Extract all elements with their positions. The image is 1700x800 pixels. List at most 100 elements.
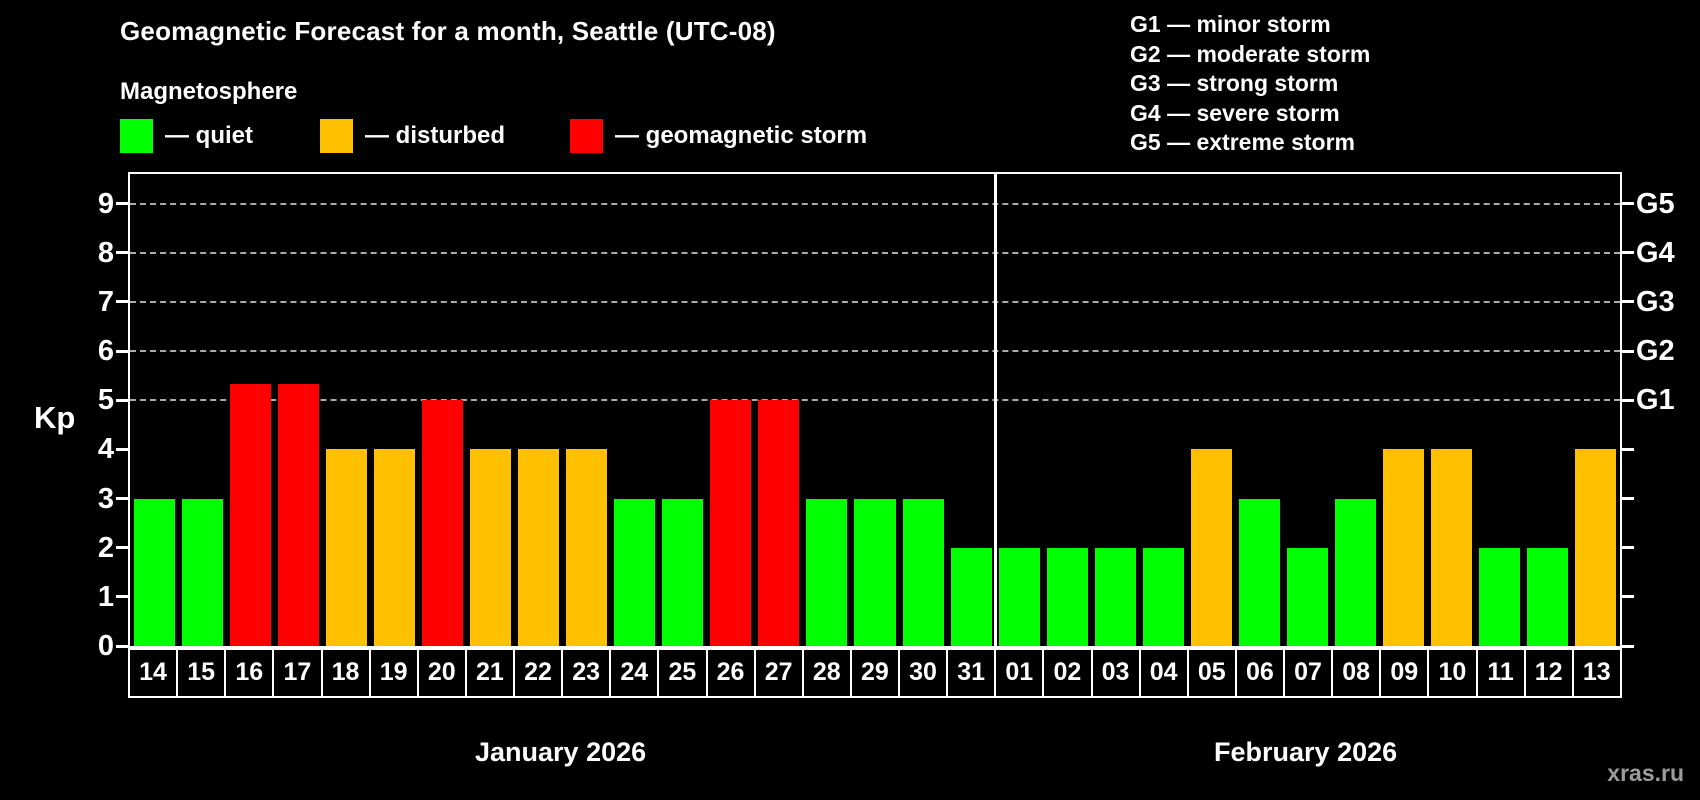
day-label-02: 02: [1044, 650, 1093, 696]
right-axis-tick-9: [1622, 202, 1634, 205]
day-label-08: 08: [1333, 650, 1382, 696]
day-label-11: 11: [1477, 650, 1526, 696]
day-label-13: 13: [1573, 650, 1620, 696]
gridline-kp5: [130, 399, 1620, 402]
day-label-17: 17: [274, 650, 323, 696]
left-axis-tick-0: [116, 644, 128, 648]
y-tick-label-9: 9: [97, 187, 114, 220]
kp-bar-day-26: [710, 400, 752, 646]
kp-bar-day-08: [1335, 498, 1377, 646]
right-axis-tick-3: [1622, 497, 1634, 500]
kp-bar-day-30: [902, 498, 944, 646]
kp-bar-day-05: [1190, 449, 1232, 646]
y-tick-label-8: 8: [97, 236, 114, 269]
right-axis-tick-7: [1622, 300, 1634, 304]
day-label-03: 03: [1092, 650, 1141, 696]
g3-legend-line: G3 — strong storm: [1130, 70, 1339, 96]
kp-bar-day-21: [469, 449, 511, 646]
y-tick-label-0: 0: [97, 630, 114, 662]
watermark: xras.ru: [1607, 760, 1684, 786]
y-tick-label-4: 4: [97, 433, 114, 466]
day-label-16: 16: [226, 650, 275, 696]
day-axis-row: 14 15 16 17 18 19 20 21 22 23 24 25 26 27 28 29 30 31 01 02…: [128, 648, 1622, 698]
day-label-28: 28: [803, 650, 852, 696]
right-axis-tick-8: [1622, 251, 1634, 255]
kp-bar-day-25: [662, 498, 704, 646]
day-label-24: 24: [611, 650, 660, 696]
g-scale-legend: G1 — minor storm G2 — moderate storm G3 …: [1130, 10, 1370, 158]
legend-title: Magnetosphere: [120, 78, 298, 105]
day-label-15: 15: [178, 650, 227, 696]
kp-bar-day-13: [1575, 449, 1617, 646]
legend-disturbed-label: — disturbed: [365, 122, 506, 149]
kp-bar-day-29: [854, 498, 896, 646]
kp-bar-day-19: [373, 449, 415, 646]
legend-item-quiet: — quiet: [120, 118, 253, 154]
plot-inner: [130, 174, 1620, 646]
g2-legend-line: G2 — moderate storm: [1130, 40, 1371, 67]
storm-color-swatch: [570, 119, 603, 153]
y-tick-label-5: 5: [97, 384, 114, 417]
kp-bar-day-03: [1094, 547, 1136, 646]
day-label-12: 12: [1525, 650, 1574, 696]
left-axis-tick-5: [116, 398, 128, 402]
kp-bar-day-14: [133, 498, 175, 646]
gridline-kp8: [130, 251, 1620, 254]
day-label-30: 30: [900, 650, 949, 696]
g-scale-label-g4: G4: [1636, 236, 1675, 269]
disturbed-color-swatch: [320, 119, 353, 153]
g4-legend-line: G4 — severe storm: [1130, 99, 1340, 126]
legend-item-storm: — geomagnetic storm: [570, 118, 867, 154]
y-tick-label-3: 3: [97, 482, 114, 515]
left-axis-tick-8: [116, 251, 128, 255]
kp-bar-day-28: [806, 498, 848, 646]
day-label-19: 19: [370, 650, 419, 696]
day-label-31: 31: [948, 650, 997, 696]
right-axis-tick-5: [1622, 398, 1634, 402]
legend-quiet-label: — quiet: [165, 122, 253, 149]
day-label-10: 10: [1429, 650, 1478, 696]
y-axis-title: Kp: [34, 399, 76, 435]
kp-bar-day-10: [1431, 449, 1473, 646]
left-axis-tick-6: [116, 349, 128, 353]
day-label-21: 21: [466, 650, 515, 696]
kp-bar-day-07: [1287, 547, 1329, 646]
kp-bar-day-18: [325, 449, 367, 646]
day-label-14: 14: [130, 650, 179, 696]
left-axis-tick-3: [116, 497, 128, 500]
kp-bar-day-27: [758, 400, 800, 646]
kp-bar-day-01: [998, 547, 1040, 646]
page-title: Geomagnetic Forecast for a month, Seattl…: [120, 16, 776, 46]
left-axis-tick-1: [116, 595, 128, 599]
month-divider-line: [993, 174, 997, 646]
gridline-kp6: [130, 350, 1620, 352]
right-axis-tick-0: [1622, 644, 1634, 648]
day-label-26: 26: [707, 650, 756, 696]
day-label-09: 09: [1381, 650, 1430, 696]
day-label-06: 06: [1236, 650, 1285, 696]
plot-area: [128, 172, 1622, 648]
y-tick-label-2: 2: [97, 531, 114, 564]
month-label-january: January 2026: [475, 737, 647, 767]
kp-bar-day-20: [421, 400, 463, 646]
g1-legend-line: G1 — minor storm: [1130, 11, 1331, 37]
kp-bar-day-23: [566, 449, 608, 646]
kp-bar-day-22: [518, 449, 560, 646]
day-label-22: 22: [515, 650, 564, 696]
right-axis-tick-1: [1622, 595, 1634, 599]
kp-bar-day-17: [277, 383, 319, 646]
left-axis-tick-9: [116, 202, 128, 205]
legend-item-disturbed: — disturbed: [320, 118, 505, 154]
day-label-25: 25: [659, 650, 708, 696]
kp-bar-day-31: [950, 547, 992, 646]
kp-bar-day-16: [229, 383, 271, 646]
day-label-01: 01: [996, 650, 1045, 696]
day-label-04: 04: [1140, 650, 1189, 696]
day-label-05: 05: [1188, 650, 1237, 696]
left-axis-tick-4: [116, 447, 128, 451]
g5-legend-line: G5 — extreme storm: [1130, 129, 1355, 155]
kp-bar-day-11: [1479, 547, 1521, 646]
y-tick-label-6: 6: [97, 335, 114, 367]
y-tick-label-1: 1: [97, 580, 114, 613]
